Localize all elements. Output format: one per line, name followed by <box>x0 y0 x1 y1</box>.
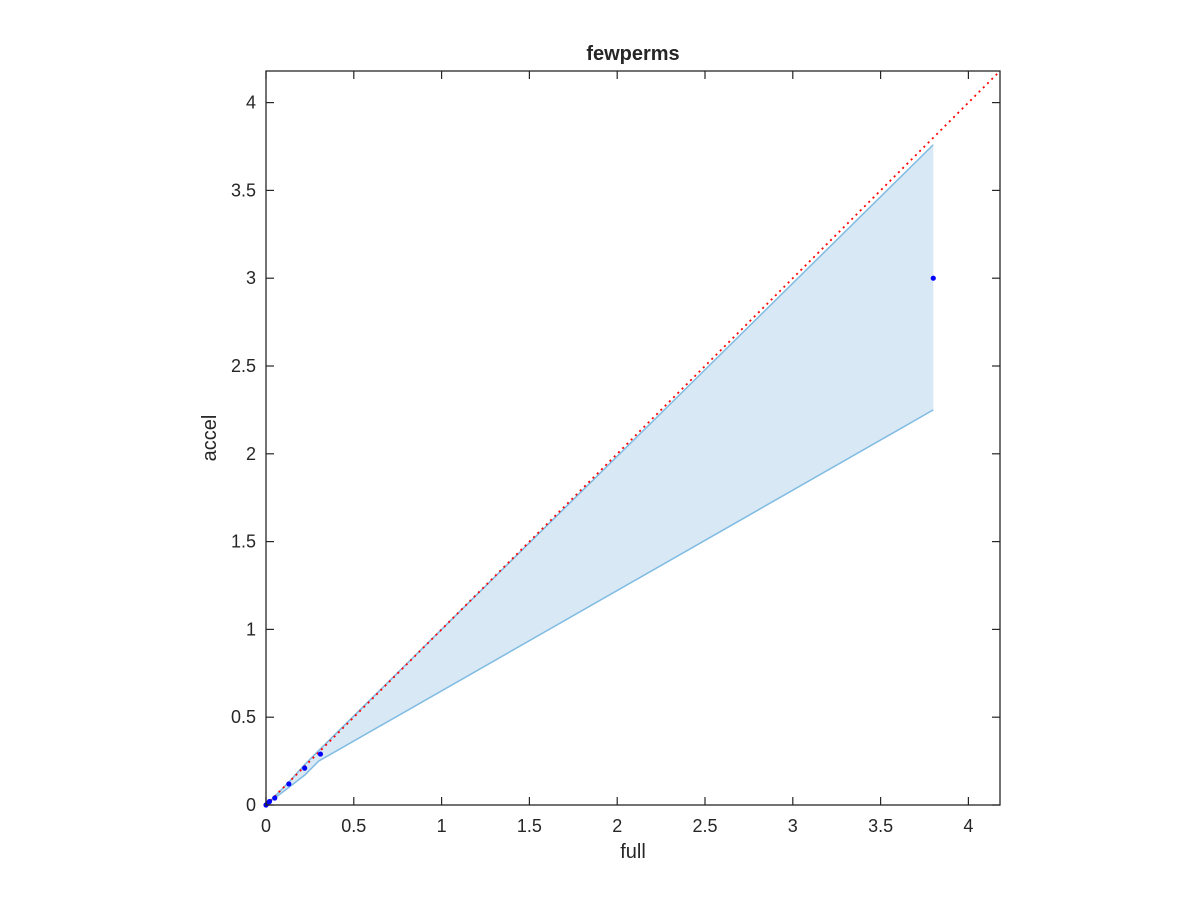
x-tick-label: 3.5 <box>868 816 893 836</box>
x-axis-label: full <box>620 841 646 863</box>
data-point <box>272 795 278 801</box>
axes-box <box>265 70 1001 806</box>
y-tick-label: 1 <box>246 619 256 639</box>
reference-line-layer <box>265 70 1001 806</box>
x-tick-label: 2 <box>612 816 622 836</box>
data-point <box>302 765 308 771</box>
data-point <box>317 751 324 757</box>
x-tick-label: 0 <box>261 816 271 836</box>
data-point <box>286 781 292 787</box>
x-tick-label: 2.5 <box>692 816 717 836</box>
x-tick-label: 4 <box>963 816 973 836</box>
identity-reference-line <box>265 70 1001 806</box>
y-tick-label: 3.5 <box>231 180 256 200</box>
x-tick-label: 3 <box>788 816 798 836</box>
y-tick-label: 2 <box>246 444 256 464</box>
y-tick-label: 1.5 <box>231 532 256 552</box>
y-axis-label: accel <box>199 415 221 462</box>
chart-title: fewperms <box>586 43 679 65</box>
y-tick-label: 2.5 <box>231 356 256 376</box>
data-point <box>930 275 936 281</box>
tick-layer: 0 0.5 1 1.5 2 2.5 3 3.5 4 0 0.5 1 1.5 2 2.5 3 3.5 4 <box>231 71 1000 836</box>
data-point <box>266 798 273 805</box>
y-tick-label: 0 <box>246 795 256 815</box>
x-tick-label: 0.5 <box>341 816 366 836</box>
x-tick-label: 1 <box>437 816 447 836</box>
y-tick-label: 0.5 <box>231 707 256 727</box>
y-tick-label: 4 <box>246 93 256 113</box>
y-tick-label: 3 <box>246 268 256 288</box>
x-tick-label: 1.5 <box>517 816 542 836</box>
